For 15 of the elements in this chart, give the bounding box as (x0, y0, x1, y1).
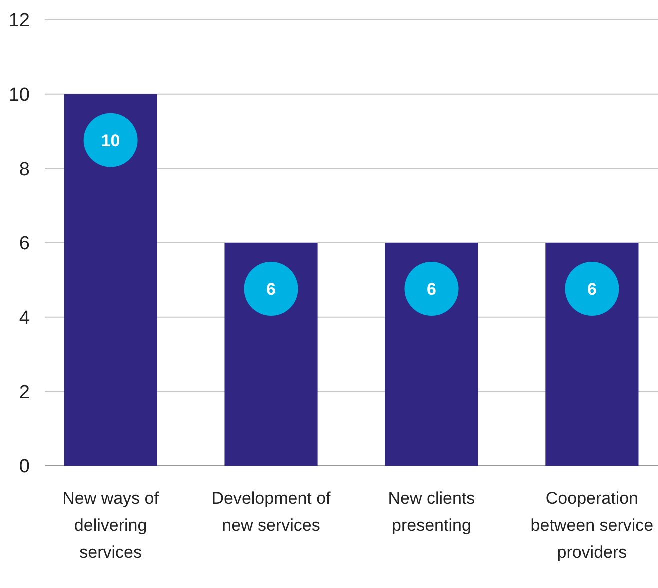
data-label: 6 (427, 280, 436, 299)
x-tick-label: Development of new services (212, 489, 332, 535)
y-tick-label: 8 (19, 159, 30, 180)
y-tick-label: 12 (8, 10, 30, 32)
data-label: 10 (101, 131, 120, 150)
y-tick-label: 10 (8, 84, 30, 106)
x-tick-label: New ways of delivering services (62, 489, 160, 562)
x-tick-label: Cooperation between service providers (530, 489, 654, 562)
y-tick-label: 6 (19, 234, 30, 255)
data-label: 6 (587, 280, 597, 299)
x-tick-label: New clients presenting (388, 489, 476, 535)
y-tick-label: 2 (19, 382, 30, 404)
data-label: 6 (266, 280, 276, 299)
y-tick-label: 4 (19, 308, 30, 329)
y-tick-label: 0 (19, 456, 30, 478)
